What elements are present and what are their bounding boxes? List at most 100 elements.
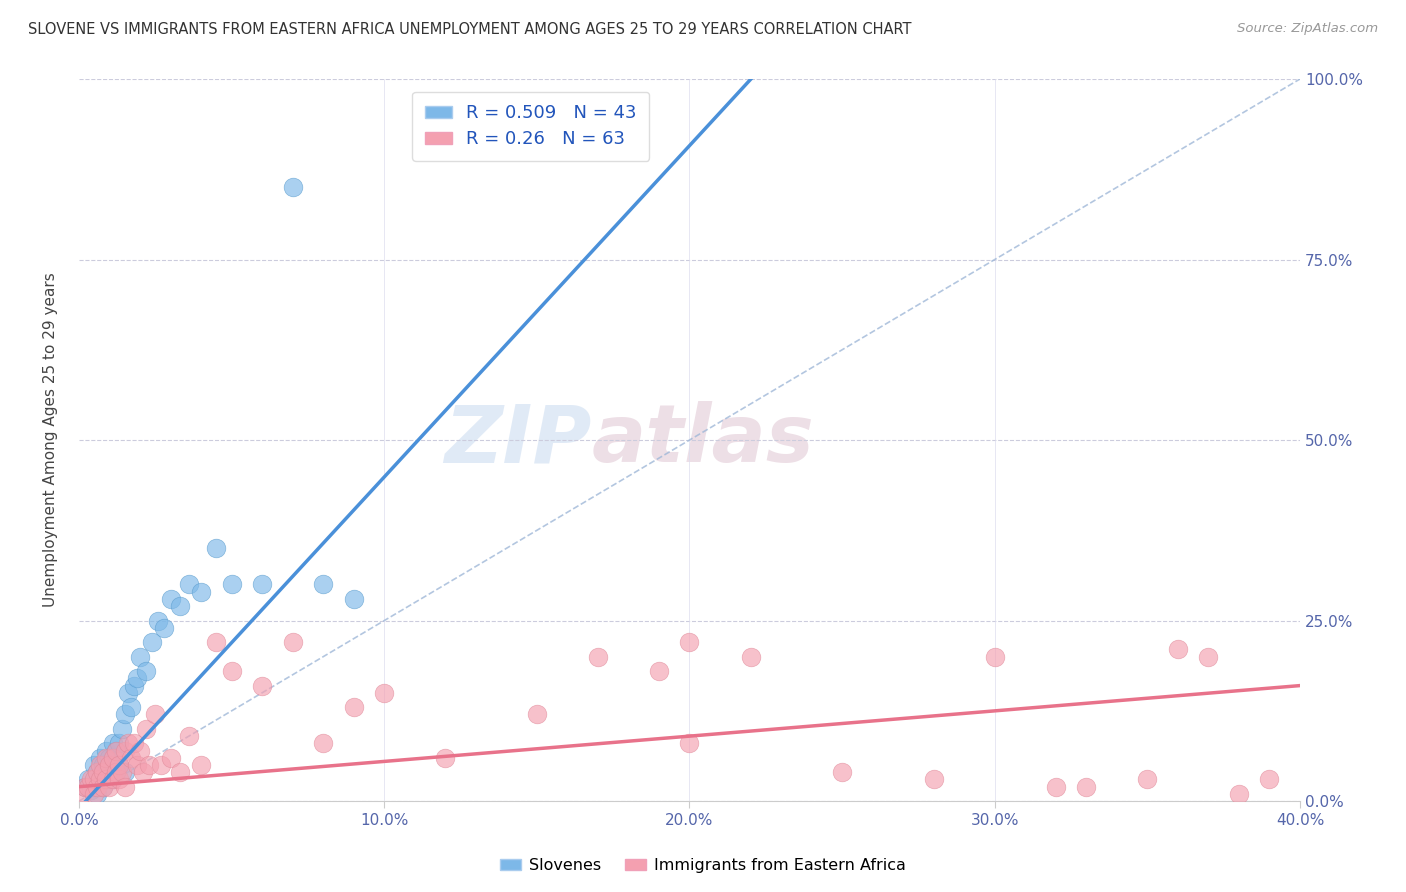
Point (111, 765, 134, 780)
Point (831, 765, 853, 780)
Point (89, 758, 111, 772)
Point (117, 736, 139, 750)
Point (104, 743, 127, 757)
Point (205, 635, 228, 649)
Point (73, 780, 96, 794)
Point (740, 649, 762, 664)
Point (107, 758, 129, 772)
Point (83, 758, 105, 772)
Point (96, 743, 118, 757)
Point (104, 743, 127, 757)
Point (114, 707, 136, 722)
Point (125, 758, 148, 772)
Point (101, 751, 124, 765)
Point (114, 780, 136, 794)
Point (143, 707, 166, 722)
Point (120, 751, 142, 765)
Point (312, 736, 335, 750)
Point (122, 679, 145, 693)
Point (434, 751, 457, 765)
Point (281, 180, 304, 194)
Point (86, 780, 108, 794)
Point (1258, 772, 1281, 787)
Point (678, 736, 700, 750)
Point (129, 649, 152, 664)
Point (169, 599, 191, 614)
Point (70, 787, 93, 801)
Point (98, 780, 121, 794)
Point (190, 758, 212, 772)
Point (122, 736, 145, 750)
Point (96, 772, 118, 787)
Point (150, 758, 173, 772)
Point (132, 765, 155, 780)
Point (135, 722, 157, 736)
Point (98, 758, 121, 772)
Legend: R = 0.509   N = 43, R = 0.26   N = 63: R = 0.509 N = 43, R = 0.26 N = 63 (412, 92, 650, 161)
Point (114, 765, 136, 780)
Point (135, 664, 157, 678)
Point (93, 780, 115, 794)
Point (678, 635, 700, 649)
Point (101, 772, 124, 787)
Point (159, 751, 181, 765)
Point (83, 787, 105, 801)
Point (80, 783, 103, 797)
Point (148, 614, 170, 628)
Point (1136, 772, 1159, 787)
Point (77, 780, 100, 794)
Point (343, 700, 366, 714)
Point (221, 664, 243, 678)
Y-axis label: Unemployment Among Ages 25 to 29 years: Unemployment Among Ages 25 to 29 years (44, 273, 58, 607)
Point (1045, 780, 1067, 794)
Point (73, 780, 96, 794)
Point (1227, 787, 1250, 801)
Point (86, 765, 108, 780)
Point (93, 780, 115, 794)
Point (98, 751, 121, 765)
Point (250, 577, 273, 591)
Point (80, 772, 103, 787)
Point (343, 591, 366, 606)
Point (93, 765, 115, 780)
Point (177, 729, 200, 743)
Point (648, 664, 671, 678)
Point (169, 765, 191, 780)
Point (89, 751, 111, 765)
Point (586, 649, 609, 664)
Point (96, 772, 118, 787)
Point (86, 787, 108, 801)
Point (1167, 642, 1189, 657)
Point (153, 621, 176, 635)
Point (125, 672, 148, 686)
Point (101, 772, 124, 787)
Point (86, 765, 108, 780)
Text: ZIP: ZIP (444, 401, 592, 479)
Text: Source: ZipAtlas.com: Source: ZipAtlas.com (1237, 22, 1378, 36)
Point (922, 772, 945, 787)
Point (120, 700, 142, 714)
Point (96, 751, 118, 765)
Point (104, 765, 127, 780)
Text: SLOVENE VS IMMIGRANTS FROM EASTERN AFRICA UNEMPLOYMENT AMONG AGES 25 TO 29 YEARS: SLOVENE VS IMMIGRANTS FROM EASTERN AFRIC… (28, 22, 911, 37)
Point (129, 743, 152, 757)
Point (221, 577, 243, 591)
Point (138, 758, 160, 772)
Point (93, 758, 115, 772)
Point (107, 736, 129, 750)
Point (281, 635, 304, 649)
Point (89, 772, 111, 787)
Point (117, 686, 139, 700)
Legend: Slovenes, Immigrants from Eastern Africa: Slovenes, Immigrants from Eastern Africa (494, 852, 912, 880)
Point (190, 584, 212, 599)
Point (111, 722, 134, 736)
Point (159, 591, 181, 606)
Point (104, 765, 127, 780)
Point (250, 679, 273, 693)
Point (1197, 649, 1219, 664)
Point (98, 765, 121, 780)
Point (1076, 780, 1098, 794)
Point (83, 780, 105, 794)
Point (141, 635, 163, 649)
Point (83, 772, 105, 787)
